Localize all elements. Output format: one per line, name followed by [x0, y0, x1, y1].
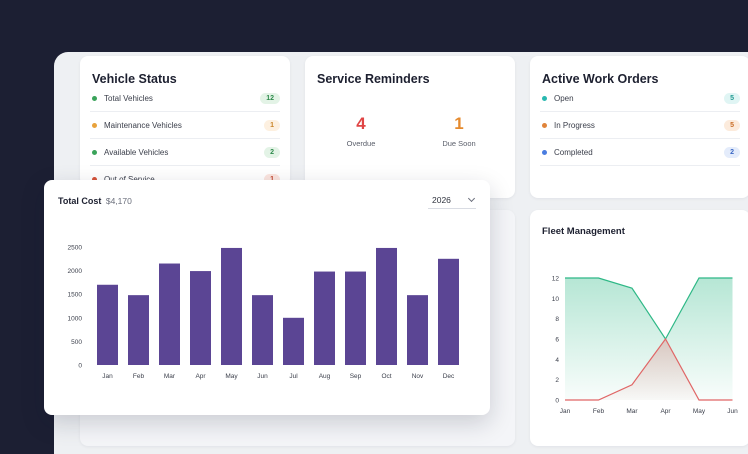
- x-tick-label: Feb: [593, 408, 605, 415]
- total-cost-label: Total Cost: [58, 196, 102, 206]
- count-badge: 5: [724, 120, 740, 131]
- x-tick-label: Mar: [626, 408, 638, 415]
- vehicle-status-card: Vehicle Status Total Vehicles 12 Maintenan…: [80, 56, 290, 186]
- work-order-label: Completed: [554, 148, 593, 157]
- bar-apr[interactable]: [190, 271, 211, 365]
- y-tick-label: 500: [71, 339, 82, 346]
- bar-aug[interactable]: [314, 271, 335, 365]
- x-tick-label: Mar: [164, 373, 176, 380]
- total-cost-amount: $4,170: [105, 196, 132, 206]
- overdue-label: Overdue: [346, 139, 376, 148]
- vehicle-status-title: Vehicle Status: [92, 72, 177, 86]
- count-badge: 5: [724, 93, 740, 104]
- work-order-row[interactable]: Completed 2: [540, 140, 740, 166]
- series-1-line[interactable]: [565, 337, 733, 401]
- status-dot-icon: [92, 123, 97, 128]
- count-badge: 1: [264, 174, 280, 185]
- work-order-row[interactable]: Open 5: [540, 86, 740, 112]
- x-tick-label: Jun: [257, 373, 268, 380]
- y-tick-label: 6: [555, 337, 559, 344]
- fleet-management-title: Fleet Management: [542, 226, 625, 237]
- x-tick-label: Jan: [102, 373, 113, 380]
- vehicle-status-row[interactable]: Total Vehicles 12: [90, 86, 280, 112]
- work-orders-title: Active Work Orders: [542, 72, 659, 86]
- y-tick-label: 0: [78, 363, 82, 370]
- count-badge: 2: [264, 147, 280, 158]
- service-reminders-card: Service Reminders 4 Overdue 1 Due Soon: [305, 56, 515, 198]
- year-select[interactable]: 2026: [428, 192, 476, 209]
- work-orders-card: Active Work Orders Open 5 In Progress 5 Comp…: [530, 56, 748, 198]
- bar-may[interactable]: [221, 247, 242, 365]
- y-tick-label: 12: [552, 276, 560, 283]
- bar-nov[interactable]: [407, 295, 428, 365]
- x-tick-label: Jan: [560, 408, 571, 415]
- y-tick-label: 8: [555, 316, 559, 323]
- y-tick-label: 2000: [68, 268, 83, 275]
- vehicle-status-label: Total Vehicles: [104, 94, 153, 103]
- series-0-area: [565, 278, 733, 400]
- bar-jan[interactable]: [97, 284, 118, 365]
- count-badge: 1: [264, 120, 280, 131]
- x-tick-label: Jul: [289, 373, 298, 380]
- x-tick-label: Aug: [319, 373, 331, 380]
- x-tick-label: Nov: [412, 373, 424, 380]
- bar-dec[interactable]: [438, 258, 459, 365]
- bar-jun[interactable]: [252, 295, 273, 365]
- x-tick-label: Apr: [195, 373, 206, 380]
- x-tick-label: Jun: [727, 408, 738, 415]
- count-badge: 2: [724, 147, 740, 158]
- x-tick-label: Apr: [660, 408, 671, 415]
- fleet-management-card: Fleet Management 0 2 4 6 8 10 12 Jan Feb Mar Apr Ma…: [530, 210, 748, 446]
- work-order-label: In Progress: [554, 121, 595, 130]
- overdue-count[interactable]: 4: [356, 114, 366, 133]
- y-tick-label: 10: [552, 296, 560, 303]
- work-order-row[interactable]: In Progress 5: [540, 113, 740, 139]
- vehicle-status-label: Available Vehicles: [104, 148, 169, 157]
- status-dot-icon: [542, 123, 547, 128]
- x-tick-label: May: [225, 373, 238, 380]
- status-dot-icon: [92, 150, 97, 155]
- y-tick-label: 2500: [68, 245, 83, 252]
- vehicle-status-row[interactable]: Out of Service1: [90, 167, 280, 186]
- vehicle-status-label: Maintenance Vehicles: [104, 121, 182, 130]
- status-dot-icon: [92, 177, 97, 182]
- year-select-value: 2026: [432, 195, 451, 205]
- work-order-label: Open: [554, 94, 574, 103]
- total-cost-card: Total Cost $4,170 2026 0 500 1000 1500 2000 2…: [44, 180, 490, 415]
- bar-feb[interactable]: [128, 295, 149, 365]
- y-tick-label: 4: [555, 357, 559, 364]
- y-tick-label: 1000: [68, 315, 83, 322]
- due-soon-label: Due Soon: [442, 139, 476, 148]
- status-dot-icon: [92, 96, 97, 101]
- y-tick-label: 2: [555, 377, 559, 384]
- x-tick-label: Oct: [381, 373, 391, 380]
- x-tick-label: Sep: [350, 373, 362, 380]
- y-tick-label: 1500: [68, 292, 83, 299]
- vehicle-status-row[interactable]: Maintenance Vehicles 1: [90, 113, 280, 139]
- total-cost-bar-chart: 0 500 1000 1500 2000 2500 Jan Feb Mar Apr May Jun Ju…: [68, 245, 459, 380]
- bar-jul[interactable]: [283, 317, 304, 365]
- due-soon-count[interactable]: 1: [454, 114, 464, 133]
- x-tick-label: May: [693, 408, 706, 415]
- x-tick-label: Dec: [443, 373, 455, 380]
- service-reminders-title: Service Reminders: [317, 72, 430, 86]
- status-dot-icon: [542, 96, 547, 101]
- count-badge: 12: [260, 93, 280, 104]
- series-0-line[interactable]: [565, 277, 733, 341]
- fleet-line-chart: 0 2 4 6 8 10 12 Jan Feb Mar Apr May Jun: [552, 276, 738, 416]
- status-dot-icon: [542, 150, 547, 155]
- vehicle-status-row[interactable]: Available Vehicles 2: [90, 140, 280, 166]
- total-cost-title: Total Cost $4,170: [58, 196, 132, 206]
- x-tick-label: Feb: [133, 373, 145, 380]
- y-tick-label: 0: [555, 398, 559, 405]
- bar-mar[interactable]: [159, 263, 180, 365]
- bar-oct[interactable]: [376, 247, 397, 365]
- bar-sep[interactable]: [345, 271, 366, 365]
- vehicle-status-label: Out of Service: [104, 175, 264, 184]
